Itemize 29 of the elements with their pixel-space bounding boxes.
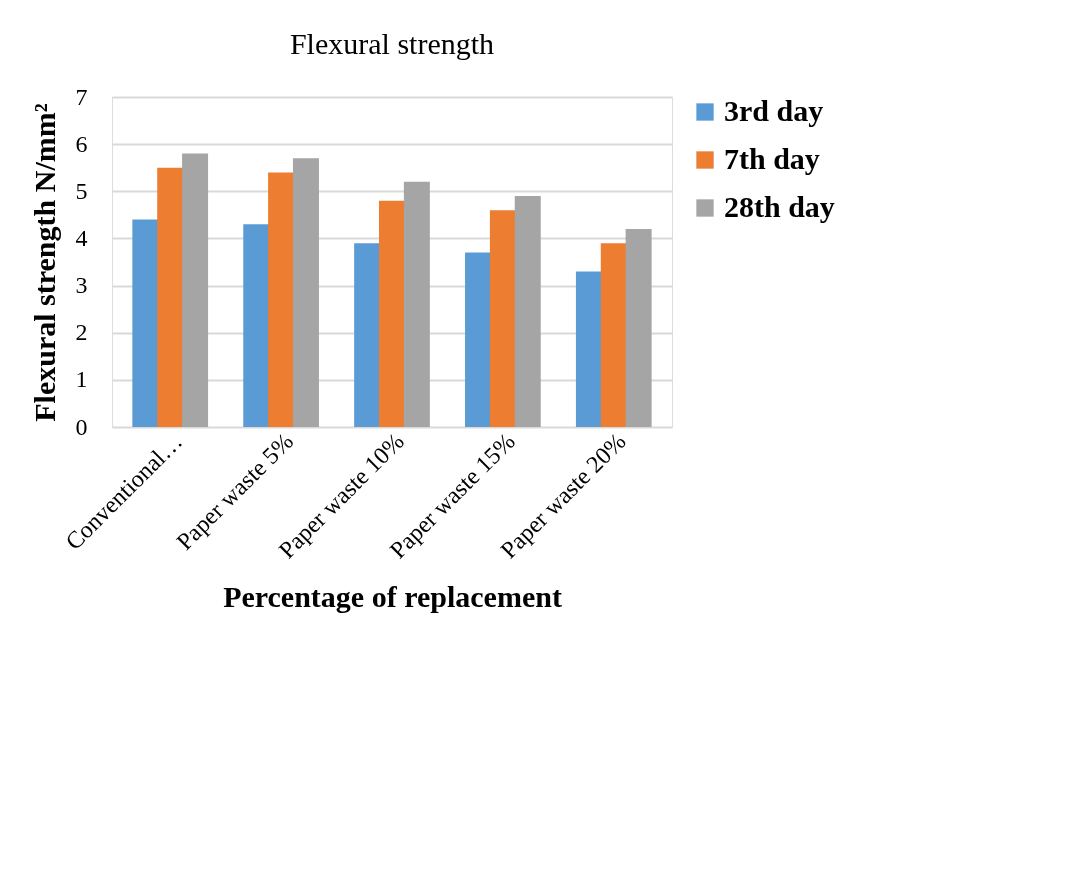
bar bbox=[354, 243, 381, 427]
y-tick-label: 0 bbox=[75, 413, 88, 440]
bar bbox=[514, 196, 541, 427]
x-axis-title: Percentage of replacement bbox=[223, 580, 562, 614]
y-tick-label: 6 bbox=[75, 130, 88, 157]
y-tick-label: 2 bbox=[75, 319, 88, 346]
bar bbox=[243, 224, 270, 427]
bar bbox=[182, 153, 209, 427]
legend-label: 28th day bbox=[724, 190, 835, 223]
bar bbox=[132, 219, 159, 427]
bar bbox=[465, 252, 492, 427]
bar bbox=[600, 243, 627, 427]
chart-title: Flexural strength bbox=[289, 27, 495, 60]
bar bbox=[403, 181, 430, 427]
bar bbox=[575, 271, 602, 427]
bar bbox=[292, 158, 319, 427]
bar bbox=[379, 200, 405, 427]
bar bbox=[268, 172, 295, 427]
legend-label: 7th day bbox=[724, 142, 820, 175]
y-tick-label: 5 bbox=[75, 177, 88, 204]
y-axis-title: Flexural strength N/mm² bbox=[27, 103, 61, 422]
bar bbox=[489, 210, 516, 427]
bar bbox=[157, 167, 184, 427]
y-tick-label: 1 bbox=[75, 366, 88, 393]
y-tick-label: 7 bbox=[75, 83, 88, 110]
bar bbox=[625, 229, 652, 427]
legend-label: 3rd day bbox=[724, 94, 824, 127]
y-tick-label: 4 bbox=[75, 224, 88, 251]
y-tick-label: 3 bbox=[75, 272, 88, 299]
